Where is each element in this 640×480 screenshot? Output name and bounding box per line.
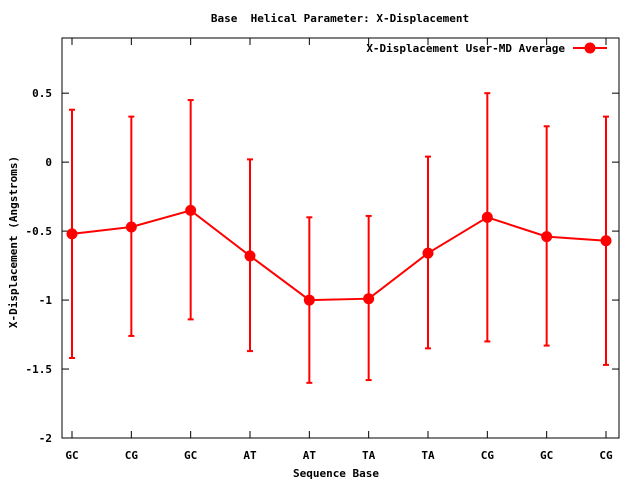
x-axis: GC CG GC AT AT TA TA CG GC CG xyxy=(65,38,613,462)
x-axis-label: Sequence Base xyxy=(293,467,379,480)
data-point xyxy=(125,221,137,233)
data-point xyxy=(363,293,375,305)
y-tick-label: -1.5 xyxy=(26,363,53,376)
y-tick-label: -1 xyxy=(39,294,53,307)
series-line xyxy=(71,209,607,302)
data-point xyxy=(303,294,315,306)
data-point xyxy=(185,204,197,216)
chart-title: Base Helical Parameter: X-Displacement xyxy=(211,12,469,25)
data-point xyxy=(481,211,493,223)
y-tick-label: 0 xyxy=(45,156,52,169)
x-tick-label: AT xyxy=(243,449,257,462)
y-axis: -2 -1.5 -1 -0.5 0 0.5 xyxy=(26,87,619,445)
legend-marker xyxy=(584,42,596,54)
x-tick-label: GC xyxy=(65,449,78,462)
y-tick-label: 0.5 xyxy=(32,87,52,100)
y-tick-label: -0.5 xyxy=(26,225,53,238)
legend: X-Displacement User-MD Average xyxy=(366,42,607,55)
x-tick-label: TA xyxy=(362,449,376,462)
data-point xyxy=(541,231,553,243)
series-layer xyxy=(66,92,612,384)
data-point xyxy=(422,247,434,259)
data-point xyxy=(600,235,612,247)
data-point xyxy=(244,250,256,262)
legend-label: X-Displacement User-MD Average xyxy=(366,42,565,55)
x-tick-label: AT xyxy=(303,449,317,462)
x-tick-label: CG xyxy=(125,449,139,462)
x-tick-label: CG xyxy=(599,449,613,462)
y-tick-label: -2 xyxy=(39,432,52,445)
x-tick-label: CG xyxy=(481,449,495,462)
plot-frame xyxy=(61,37,620,439)
data-point xyxy=(66,228,78,240)
x-tick-label: TA xyxy=(421,449,435,462)
y-axis-label: X-Displacement (Angstroms) xyxy=(7,156,20,328)
x-tick-label: GC xyxy=(184,449,197,462)
x-tick-label: GC xyxy=(540,449,553,462)
